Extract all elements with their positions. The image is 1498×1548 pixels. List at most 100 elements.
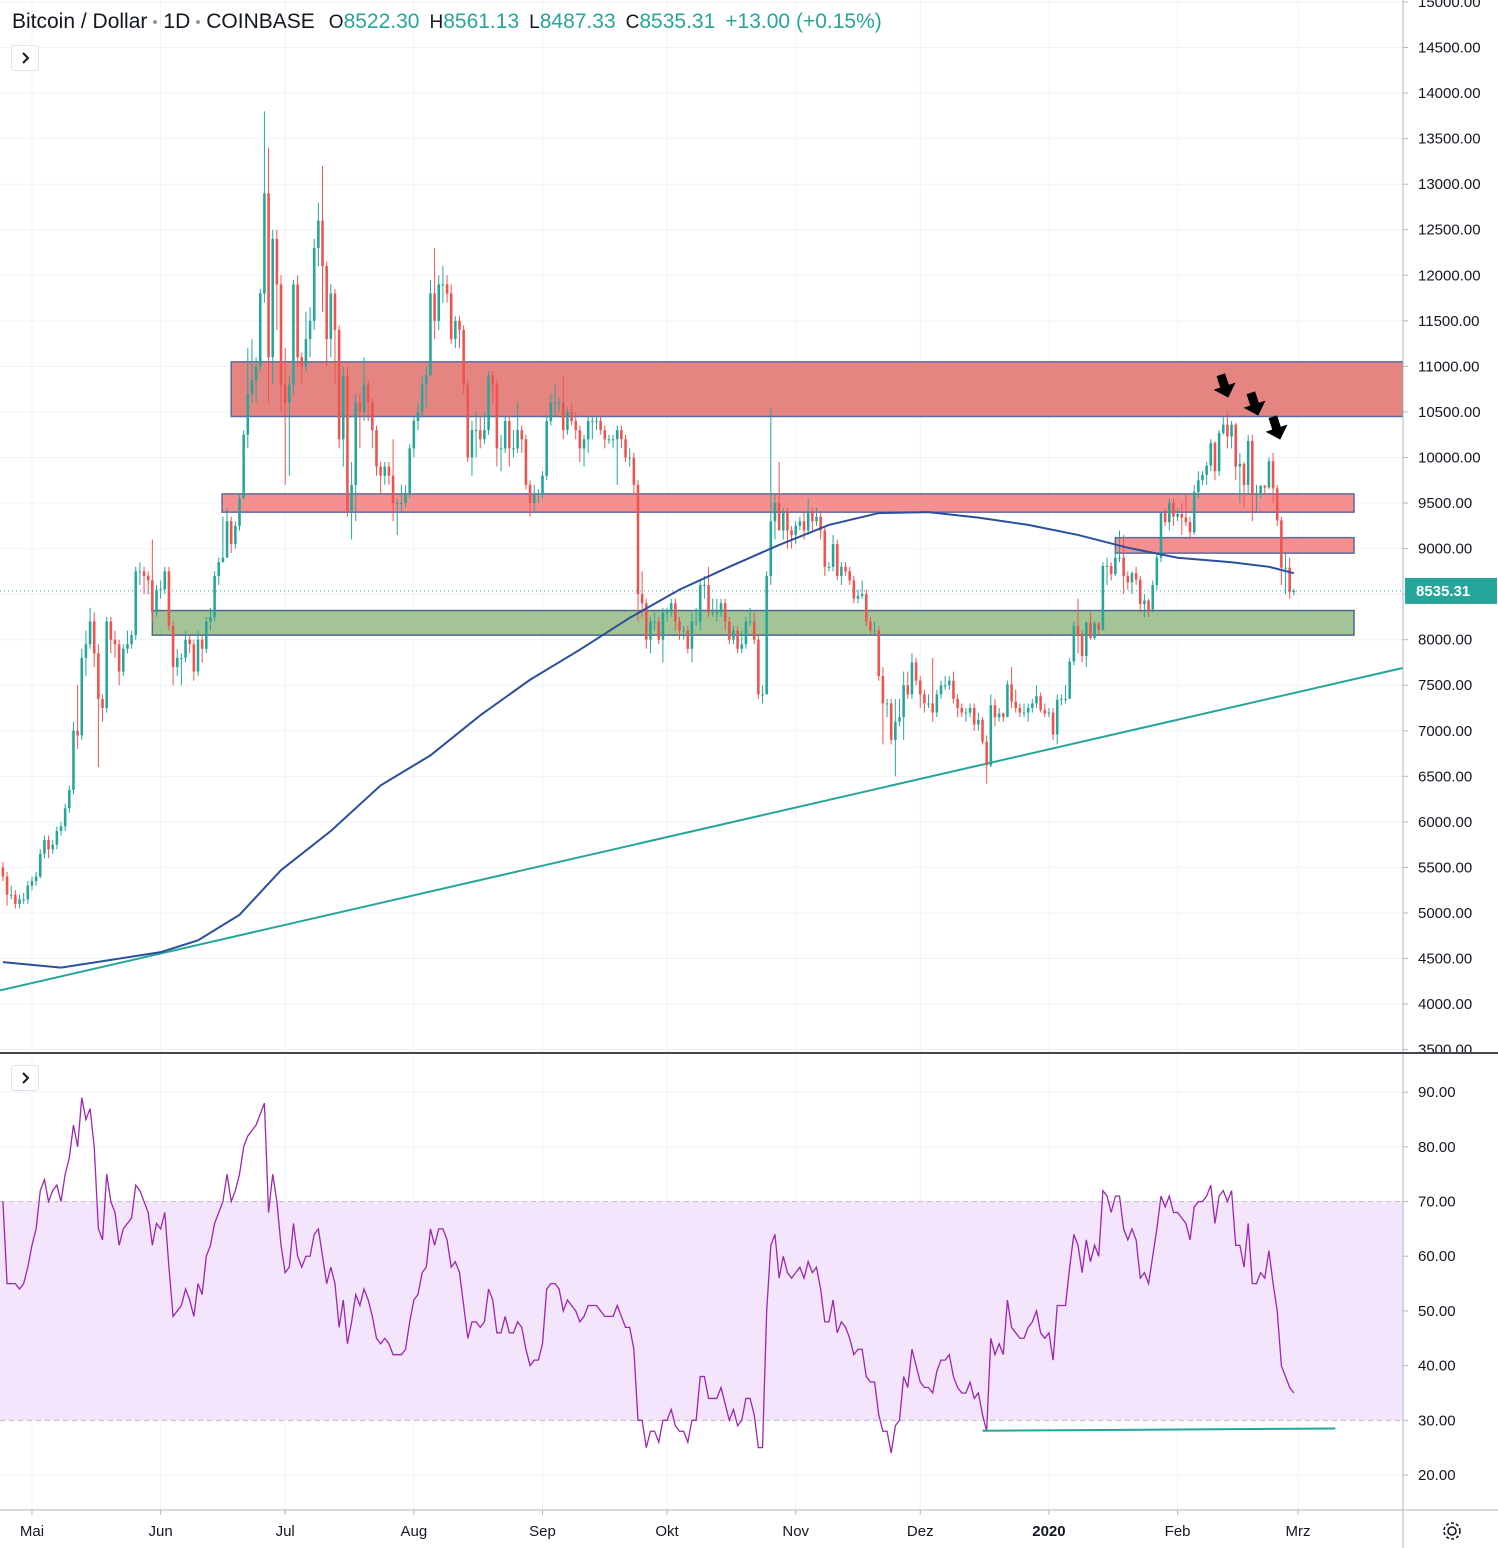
candle-body [732,630,735,640]
candle-body [952,680,955,699]
ohlc-value: 8487.33 [539,10,616,33]
candle-body [1010,684,1013,702]
trend-line [0,666,1403,992]
ohlc-value: 8535.31 [639,10,716,33]
candle-body [520,430,524,440]
y-tick-label: 14500.00 [1418,40,1481,57]
candle-body [408,448,411,494]
rsi-band [0,1201,1403,1421]
candle-body [383,466,387,476]
settings-icon[interactable] [1443,1522,1461,1540]
candle-body [698,585,702,622]
candle-body [1001,713,1005,718]
collapse-button[interactable] [11,45,39,71]
candle-body [1039,696,1042,710]
y-tick-label: 12500.00 [1418,222,1481,239]
candle-body [989,705,993,766]
candle-body [242,434,245,499]
candle-body [860,594,864,596]
candle-body [985,741,988,766]
candle-body [1043,709,1047,714]
candle-body [288,384,291,403]
y-tick-label: 3500.00 [1418,1042,1472,1059]
candle-body [503,421,507,449]
candle-body [1109,565,1113,575]
candle-body [404,493,407,504]
candle-body [1051,712,1055,735]
candle-body [1271,461,1275,489]
candle-body [1188,522,1192,533]
candle-body [1064,698,1067,700]
candle-body [512,448,515,450]
candle-body [341,375,345,440]
candle-body [964,712,968,714]
candle-body [649,621,652,640]
candle-body [117,644,121,672]
ohlc-values: O8522.30 H8561.13 L8487.33 C8535.31 [329,10,726,33]
candle-body [1159,513,1163,558]
collapse-button[interactable] [11,1065,39,1091]
candle-body [171,626,175,668]
price-pane [0,0,1403,1052]
candle-body [1138,579,1142,605]
candle-body [88,621,92,645]
candle-body [694,621,698,623]
candle-body [55,830,59,845]
candle-body [902,685,905,718]
y-tick-label: 4500.00 [1418,951,1472,968]
candle-body [317,220,320,248]
candle-body [686,630,690,649]
candle-body [180,657,183,659]
candle-body [1230,424,1233,437]
candle-body [1080,635,1084,657]
y-tick-label: 8000.00 [1418,632,1472,649]
candle-body [524,439,528,485]
candle-body [661,612,665,640]
candle-body [848,571,851,581]
y-tick-label: 20.00 [1418,1467,1456,1484]
candle-body [1263,485,1267,488]
candle-body [997,713,1001,718]
candle-body [1076,626,1080,636]
candle-body [1155,557,1159,586]
legend-header: Bitcoin / Dollar 1D COINBASE O8522.30 H8561.… [12,10,892,34]
candle-body [1006,684,1009,718]
candle-body [806,512,810,531]
ohlc-value: 8522.30 [343,10,420,33]
candle-body [312,247,316,321]
candle-body [395,503,399,505]
y-tick-label: 13000.00 [1418,176,1481,193]
candle-body [1022,712,1026,714]
candle-body [1147,600,1150,610]
candle-body [167,571,171,627]
candle-body [1192,492,1196,533]
arrow [1265,415,1288,440]
candle-body [487,375,490,431]
candle-body [1060,698,1063,700]
candle-body [885,703,889,705]
candle-body [1180,513,1184,518]
candle-body [545,421,548,476]
candle-body [263,193,266,294]
candle-body [1031,703,1034,709]
candle-body [894,721,897,740]
candle-body [736,630,739,649]
candle-body [856,595,860,599]
candle-body [1176,513,1179,517]
candle-body [1221,424,1225,433]
arrow [1243,391,1266,416]
candle-body [68,790,71,809]
candle-body [371,402,374,431]
candle-body [175,657,179,668]
y-tick-label: 10000.00 [1418,449,1481,466]
candle-body [728,621,731,640]
candle-body [151,580,154,613]
candle-body [869,621,872,631]
candle-body [690,621,694,649]
candle-body [1085,622,1088,657]
candle-body [130,635,133,645]
candle-body [76,730,79,736]
candle-body [391,475,395,504]
y-tick-label: 7000.00 [1418,723,1472,740]
